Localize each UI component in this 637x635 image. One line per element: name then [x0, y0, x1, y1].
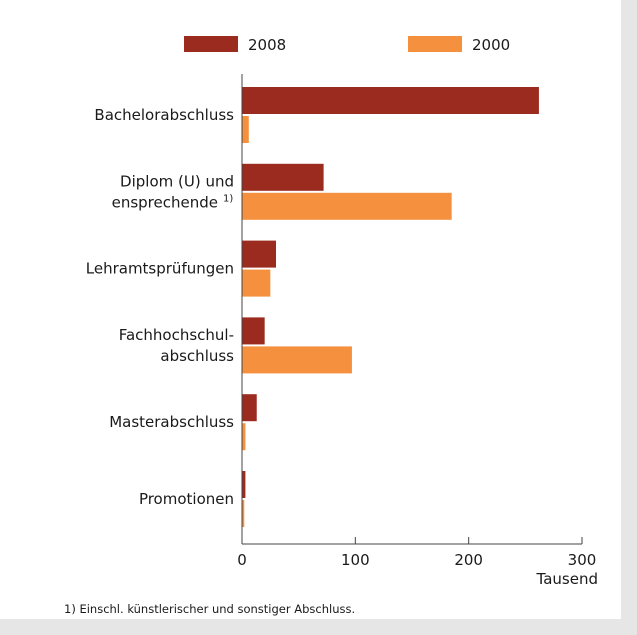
legend-swatch-2008 [184, 36, 238, 52]
category-label: Diplom (U) und [120, 172, 234, 190]
category-label: Lehramtsprüfungen [86, 260, 234, 278]
legend-swatch-2000 [408, 36, 462, 52]
bar-2000 [242, 500, 245, 527]
x-tick-label: 0 [237, 551, 247, 569]
x-tick-label: 200 [454, 551, 483, 569]
bar-2000 [242, 346, 352, 374]
bar-2008 [242, 394, 257, 422]
chart-panel: 2008 2000 Bachelorabschluss Diplom (U) und e… [0, 0, 621, 619]
legend-label-2008: 2008 [248, 36, 286, 54]
bar-2000 [242, 423, 246, 451]
x-axis-label: Tausend [536, 570, 598, 588]
x-tick-label: 100 [341, 551, 370, 569]
bar-2008 [242, 317, 265, 345]
footnote: 1) Einschl. künstlerischer und sonstiger… [64, 602, 356, 616]
bar-2008 [242, 87, 539, 114]
bar-2000 [242, 269, 271, 297]
legend-label-2000: 2000 [472, 36, 510, 54]
bar-2000 [242, 192, 452, 220]
category-label: Masterabschluss [109, 413, 234, 431]
category-label: ensprechende [112, 193, 218, 211]
category-label: Bachelorabschluss [94, 106, 234, 124]
x-tick-label: 300 [568, 551, 597, 569]
category-label: abschluss [160, 347, 234, 365]
category-label: Promotionen [139, 490, 234, 508]
category-footnote-marker: 1) [223, 193, 233, 204]
bar-2008 [242, 471, 246, 498]
bar-2000 [242, 116, 249, 143]
bar-2008 [242, 240, 276, 268]
bar-2008 [242, 163, 324, 191]
category-label: Fachhochschul- [119, 326, 234, 344]
